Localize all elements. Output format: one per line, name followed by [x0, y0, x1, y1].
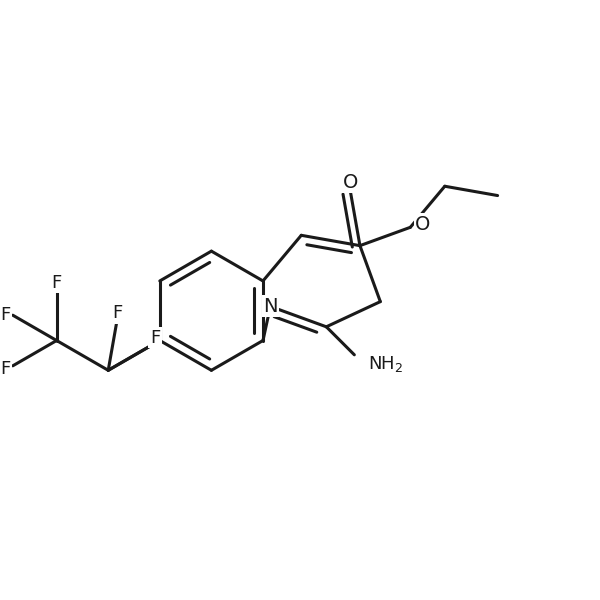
Text: F: F: [1, 360, 11, 378]
Text: F: F: [1, 306, 11, 324]
Text: O: O: [343, 173, 358, 191]
Text: N: N: [263, 297, 278, 316]
Text: F: F: [112, 304, 122, 322]
Text: O: O: [415, 215, 430, 234]
Text: F: F: [52, 274, 62, 292]
Text: F: F: [150, 329, 160, 347]
Text: NH$_2$: NH$_2$: [368, 355, 403, 374]
